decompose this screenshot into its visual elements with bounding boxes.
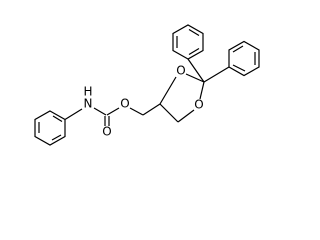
bond — [159, 103, 179, 123]
double-bond — [232, 64, 246, 72]
bond — [187, 58, 205, 83]
double-bond — [51, 134, 62, 141]
bond — [203, 66, 230, 83]
atom-label: H — [83, 85, 92, 99]
atom-label: O — [120, 97, 129, 111]
atom-label: N — [84, 97, 93, 111]
bond — [185, 73, 205, 83]
bond — [129, 107, 144, 116]
bond — [142, 103, 161, 116]
bond — [159, 76, 177, 105]
bond — [93, 107, 107, 116]
atom-label: O — [194, 98, 203, 112]
bond — [177, 109, 195, 123]
double-bond — [188, 28, 200, 37]
double-bond — [52, 115, 63, 123]
molecule-diagram: N H O O O O — [34, 24, 260, 146]
ring-bond — [172, 24, 204, 60]
phenyl-ring — [34, 110, 66, 146]
phenyl-ring — [172, 24, 204, 60]
bond — [64, 108, 83, 121]
atom-label: O — [102, 125, 111, 139]
double-bond — [232, 45, 244, 53]
bond — [106, 107, 120, 116]
phenyl-ring — [228, 40, 260, 77]
ring-bond — [228, 40, 260, 77]
atom-label: O — [176, 64, 185, 78]
bond — [199, 81, 205, 100]
double-bond — [188, 47, 200, 56]
